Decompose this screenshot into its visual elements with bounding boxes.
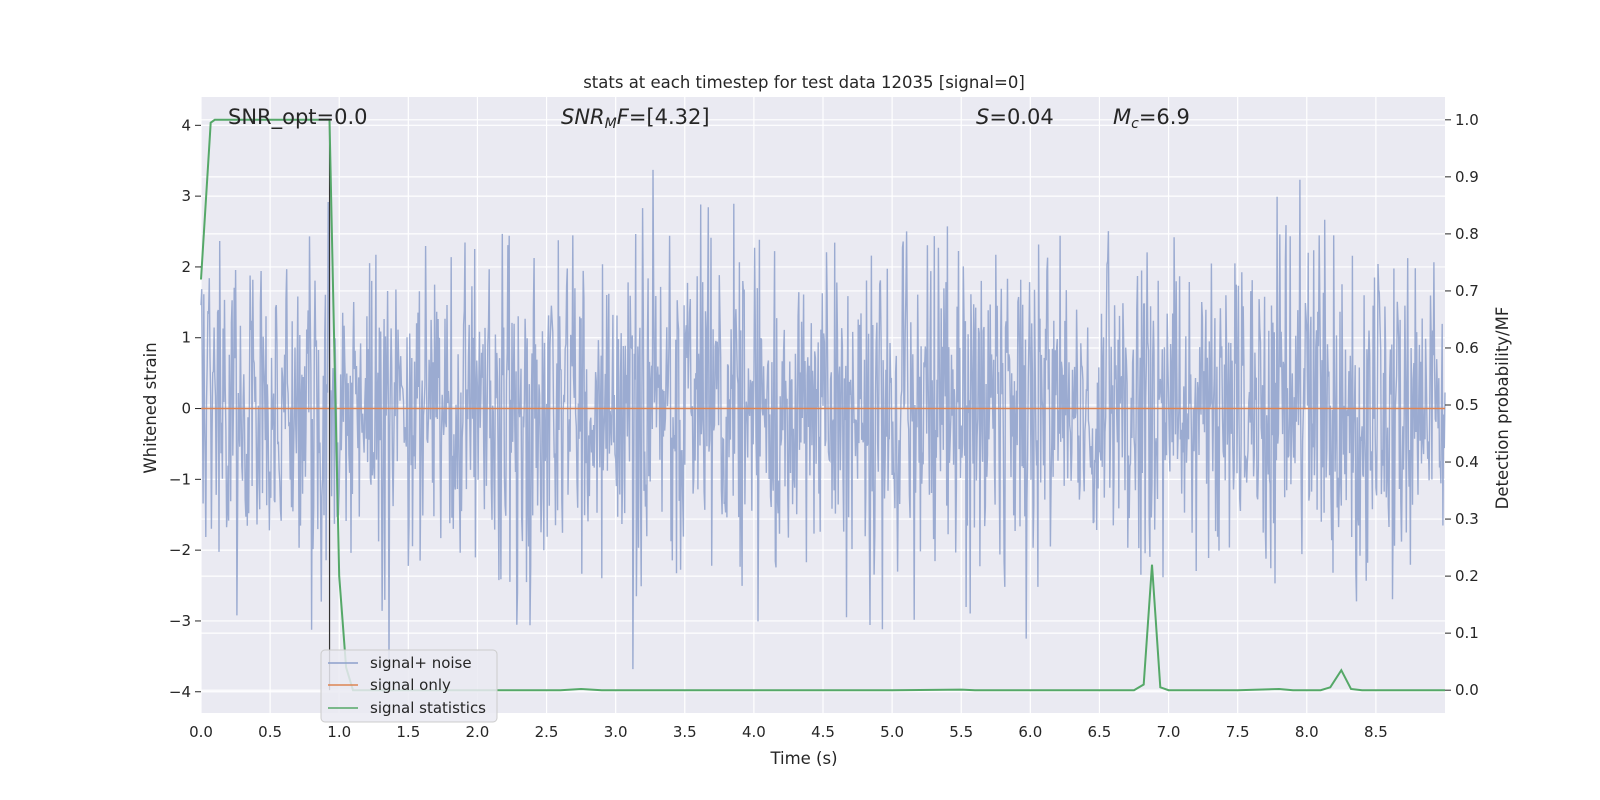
legend-label-statistics: signal statistics — [370, 699, 486, 717]
x-tick-label: 0.0 — [189, 723, 213, 741]
x-tick-label: 7.5 — [1226, 723, 1250, 741]
chart-title: stats at each timestep for test data 120… — [583, 73, 1025, 92]
x-tick-label: 8.5 — [1364, 723, 1388, 741]
signal-statistics-series — [200, 118, 1445, 692]
signal-noise-series — [200, 169, 1446, 671]
x-axis-ticks: 0.0 0.5 1.0 1.5 2.0 2.5 3.0 3.5 4.0 4.5 5.0 5.5 6.0 6… — [189, 723, 1388, 741]
mc-var: M — [1113, 105, 1131, 129]
s-var: S — [976, 105, 989, 129]
x-tick-label: 7.0 — [1157, 723, 1181, 741]
x-axis-label: Time (s) — [769, 749, 837, 768]
x-tick-label: 5.0 — [880, 723, 904, 741]
legend-label-noise: signal+ noise — [370, 654, 472, 672]
x-tick-label: 6.0 — [1018, 723, 1042, 741]
s-val: =0.04 — [989, 105, 1053, 129]
mc-val: =6.9 — [1139, 105, 1190, 129]
signal-statistics-line — [200, 118, 1445, 692]
y-tick-label: 2 — [181, 258, 191, 276]
y2-axis-label: Detection probability/MF — [1493, 307, 1512, 510]
y2-tick-label: 0.9 — [1455, 168, 1479, 186]
y2-tick-label: 0.7 — [1455, 282, 1479, 300]
y2-tick-label: 0.2 — [1455, 567, 1479, 585]
annotation-mc: Mc=6.9 — [1113, 105, 1190, 132]
y2-tick-label: 0.8 — [1455, 225, 1479, 243]
annotation-s: S=0.04 — [976, 105, 1054, 129]
annotation-snr-opt: SNR_opt=0.0 — [228, 105, 368, 130]
snr-mf-suffix-f: F — [617, 105, 630, 129]
x-tick-label: 2.5 — [535, 723, 559, 741]
y2-tick-label: 0.0 — [1455, 681, 1479, 699]
y2-tick-label: 0.5 — [1455, 396, 1479, 414]
y-axis-label: Whitened strain — [141, 342, 160, 473]
snr-mf-prefix: SNR — [561, 105, 605, 129]
x-tick-label: 4.5 — [811, 723, 835, 741]
mc-sub: c — [1131, 116, 1139, 132]
y-tick-label: 1 — [181, 329, 191, 347]
legend: signal+ noise signal only signal statist… — [320, 649, 498, 723]
x-tick-label: 8.0 — [1295, 723, 1319, 741]
x-tick-label: 3.0 — [604, 723, 628, 741]
snr-mf-suffix: =[4.32] — [629, 105, 710, 129]
y-tick-label: −3 — [169, 612, 191, 630]
x-tick-label: 4.0 — [742, 723, 766, 741]
snr-mf-sub: M — [605, 116, 617, 132]
y-tick-label: 3 — [181, 187, 191, 205]
x-tick-label: 0.5 — [258, 723, 282, 741]
y2-tick-label: 0.1 — [1455, 624, 1479, 642]
x-tick-label: 6.5 — [1088, 723, 1112, 741]
x-tick-label: 5.5 — [949, 723, 973, 741]
x-tick-label: 1.5 — [396, 723, 420, 741]
x-tick-label: 2.0 — [466, 723, 490, 741]
y2-tick-label: 0.4 — [1455, 453, 1479, 471]
y-tick-label: −4 — [169, 683, 191, 701]
annotation-snr-mf: SNRMF=[4.32] — [561, 105, 710, 132]
x-tick-label: 1.0 — [327, 723, 351, 741]
y-tick-label: −1 — [169, 470, 191, 488]
y-tick-label: 0 — [181, 400, 191, 418]
y-tick-label: −2 — [169, 541, 191, 559]
x-tick-label: 3.5 — [673, 723, 697, 741]
y-tick-label: 4 — [181, 116, 191, 134]
y2-tick-label: 0.3 — [1455, 510, 1479, 528]
y-axis-ticks: 4 3 2 1 0 −1 −2 −3 −4 — [169, 116, 201, 701]
y2-tick-label: 0.6 — [1455, 339, 1479, 357]
y2-tick-label: 1.0 — [1455, 111, 1479, 129]
legend-box — [320, 649, 498, 723]
y2-axis-ticks: 1.0 0.9 0.8 0.7 0.6 0.5 0.4 0.3 0.2 0.1 0.0 — [1445, 111, 1479, 699]
legend-label-signal-only: signal only — [370, 676, 451, 694]
signal-noise-line — [200, 169, 1446, 671]
